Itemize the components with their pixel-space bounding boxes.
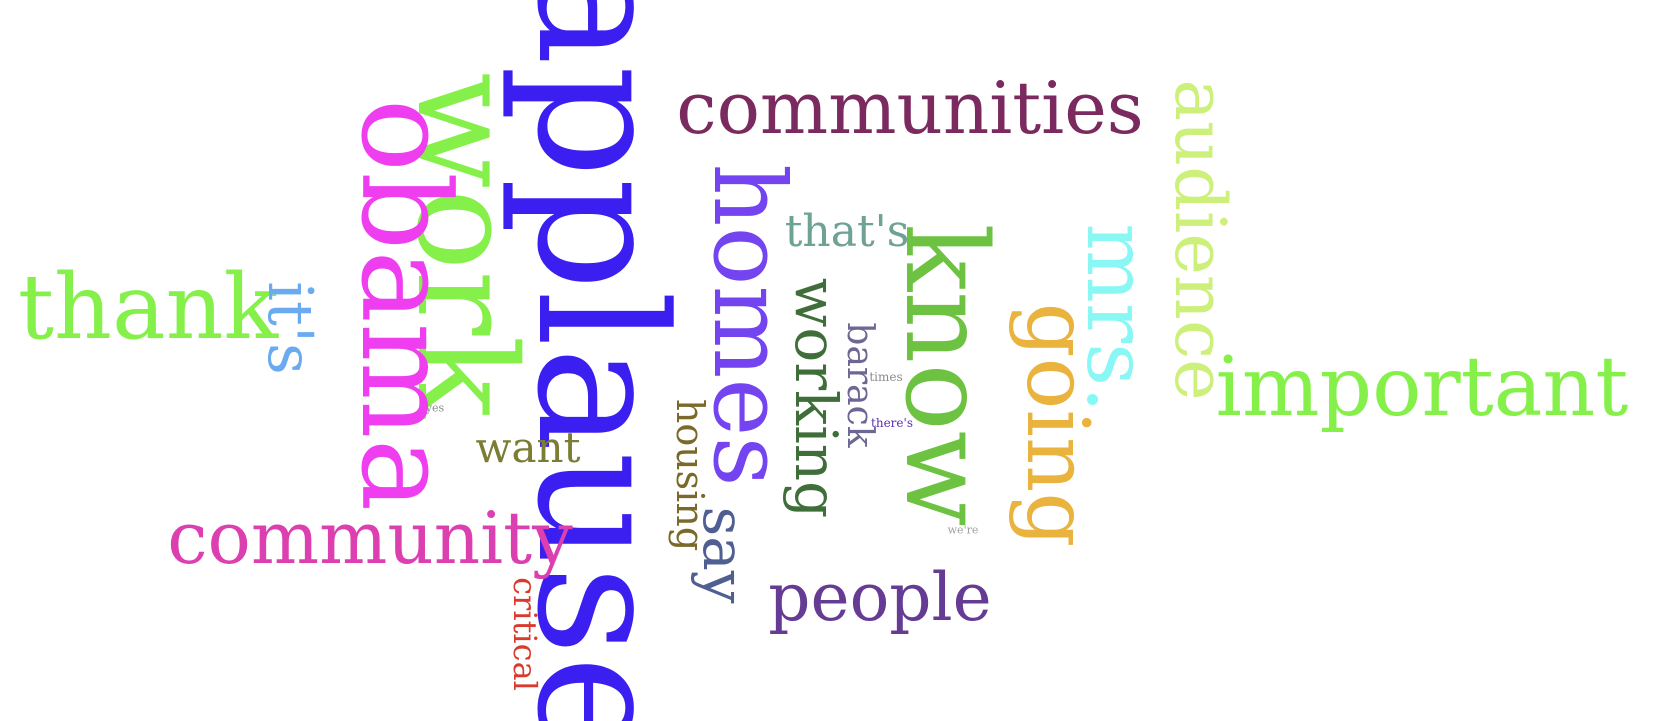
word-community: community <box>167 496 573 580</box>
word-audience: audience <box>1159 79 1241 401</box>
word-its: it's <box>254 281 327 375</box>
word-times: times <box>869 370 903 384</box>
word-housing: housing <box>668 398 712 552</box>
word-yes: yes <box>425 401 445 415</box>
word-mrs: mrs. <box>1068 223 1166 413</box>
word-critical: critical <box>506 577 544 691</box>
word-obama: obama <box>334 98 476 512</box>
word-people: people <box>768 559 992 636</box>
word-know: know <box>880 223 1010 527</box>
word-thank: thank <box>17 255 279 360</box>
word-want: want <box>475 423 581 472</box>
word-communities: communities <box>676 66 1144 150</box>
word-were: we're <box>947 523 979 537</box>
word-thats: that's <box>784 206 910 257</box>
word-important: important <box>1215 340 1629 435</box>
word-theres: there's <box>871 416 913 430</box>
word-working: working <box>782 277 850 519</box>
